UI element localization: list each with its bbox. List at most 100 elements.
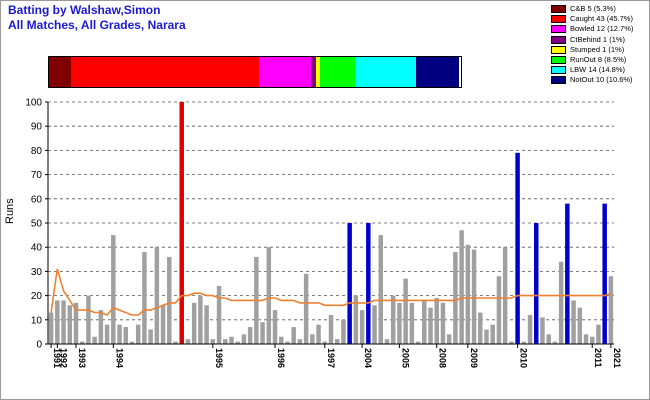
bar (235, 341, 240, 344)
bar (272, 310, 278, 344)
bar (509, 341, 514, 344)
bar (285, 341, 290, 344)
x-year-label: 2005 (400, 348, 410, 368)
summary-segment-caught (70, 57, 260, 87)
legend-item-caught: Caught 43 (45.7%) (551, 14, 633, 24)
bar (384, 339, 390, 344)
bar (540, 317, 545, 344)
bar (117, 324, 122, 344)
legend-item-stumped: Stumped 1 (1%) (551, 45, 633, 55)
bar (602, 203, 607, 344)
y-tick-label: 20 (31, 291, 43, 302)
legend-label-lbw: LBW 14 (14.8%) (570, 65, 626, 75)
bar (397, 302, 402, 344)
bar (434, 298, 439, 344)
bar (210, 339, 216, 344)
bar (303, 273, 309, 344)
bar (589, 336, 595, 344)
legend-item-ctbehind: CtBehind 1 (1%) (551, 35, 633, 45)
bar (266, 247, 272, 344)
bar (223, 339, 228, 344)
legend-label-runout: RunOut 8 (8.5%) (570, 54, 627, 64)
x-year-label: 2004 (363, 348, 373, 368)
bar (310, 334, 315, 344)
y-tick-label: 50 (31, 219, 43, 230)
bar (148, 329, 153, 344)
bar (347, 223, 352, 344)
legend-swatch-lbw (551, 66, 566, 75)
legend-swatch-cb (551, 5, 566, 14)
bar (123, 327, 128, 344)
bar (453, 252, 458, 344)
summary-segment-notout (415, 57, 460, 87)
average-line (50, 268, 612, 316)
x-year-label: 2009 (469, 348, 479, 368)
bar (98, 310, 104, 344)
bar (577, 307, 583, 344)
summary-segment-cb (49, 57, 71, 87)
bar (247, 327, 253, 344)
bar (86, 295, 91, 344)
bar (160, 305, 166, 344)
bar (521, 341, 527, 344)
bar (596, 324, 601, 344)
bar (565, 203, 570, 344)
bar (478, 312, 483, 344)
bar (191, 302, 197, 344)
legend: C&B 5 (5.3%) Caught 43 (45.7%) Bowled 12… (551, 4, 633, 86)
bar (353, 295, 359, 344)
bar (142, 252, 147, 344)
bar (67, 305, 73, 344)
summary-segment-runout (319, 57, 355, 87)
summary-segment-bowled (259, 57, 312, 87)
legend-swatch-caught (551, 15, 566, 24)
legend-swatch-ctbehind (551, 35, 566, 44)
bar (173, 341, 178, 344)
bar (496, 276, 502, 344)
bar (484, 329, 489, 344)
x-year-label: 2010 (519, 348, 529, 368)
x-year-label: 2011 (593, 348, 603, 368)
y-tick-label: 80 (31, 146, 43, 157)
x-year-label: 1995 (214, 348, 224, 368)
y-tick-label: 0 (36, 340, 42, 351)
bar (198, 295, 203, 344)
legend-swatch-notout (551, 76, 566, 85)
bar (216, 285, 222, 344)
bar (291, 327, 296, 344)
bar (608, 276, 614, 344)
x-year-label: 2021 (612, 348, 622, 368)
summary-segment-ctbehind (311, 57, 316, 87)
y-tick-label: 70 (31, 170, 43, 181)
bar (297, 339, 303, 344)
bar (446, 334, 452, 344)
legend-swatch-runout (551, 56, 566, 65)
bar (135, 324, 141, 344)
bar (359, 310, 365, 344)
bar (73, 302, 79, 344)
bar (502, 247, 508, 344)
bar (465, 244, 471, 344)
bar (260, 322, 265, 344)
bar (154, 247, 160, 344)
x-year-label: 1994 (114, 348, 124, 368)
x-year-label: 1993 (77, 348, 87, 368)
bar (341, 319, 346, 344)
bar (527, 314, 533, 344)
x-year-label: 1996 (276, 348, 286, 368)
bar (546, 334, 551, 344)
dismissal-summary-bar (48, 56, 462, 88)
bar (61, 300, 66, 344)
bar (390, 295, 396, 344)
legend-item-cb: C&B 5 (5.3%) (551, 4, 633, 14)
bar (552, 341, 558, 344)
y-tick-label: 100 (25, 98, 42, 109)
legend-label-stumped: Stumped 1 (1%) (570, 44, 625, 54)
y-tick-label: 60 (31, 194, 43, 205)
bar (55, 300, 60, 344)
bar (322, 341, 328, 344)
bar (129, 341, 135, 344)
bar (229, 336, 234, 344)
y-tick-label: 90 (31, 122, 43, 133)
